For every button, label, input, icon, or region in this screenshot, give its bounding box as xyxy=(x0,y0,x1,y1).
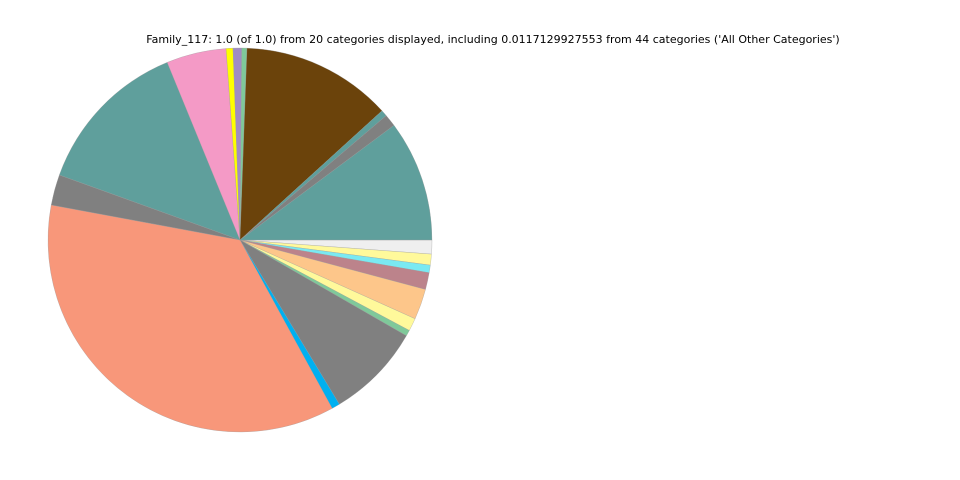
pie-slice-19 xyxy=(239,125,433,241)
pie-slice-11 xyxy=(59,62,241,241)
pie-slice-7 xyxy=(239,239,407,405)
pie-slice-16 xyxy=(239,47,383,241)
pie-slice-9 xyxy=(47,204,333,433)
chart-title: Family_117: 1.0 (of 1.0) from 20 categor… xyxy=(146,33,840,46)
